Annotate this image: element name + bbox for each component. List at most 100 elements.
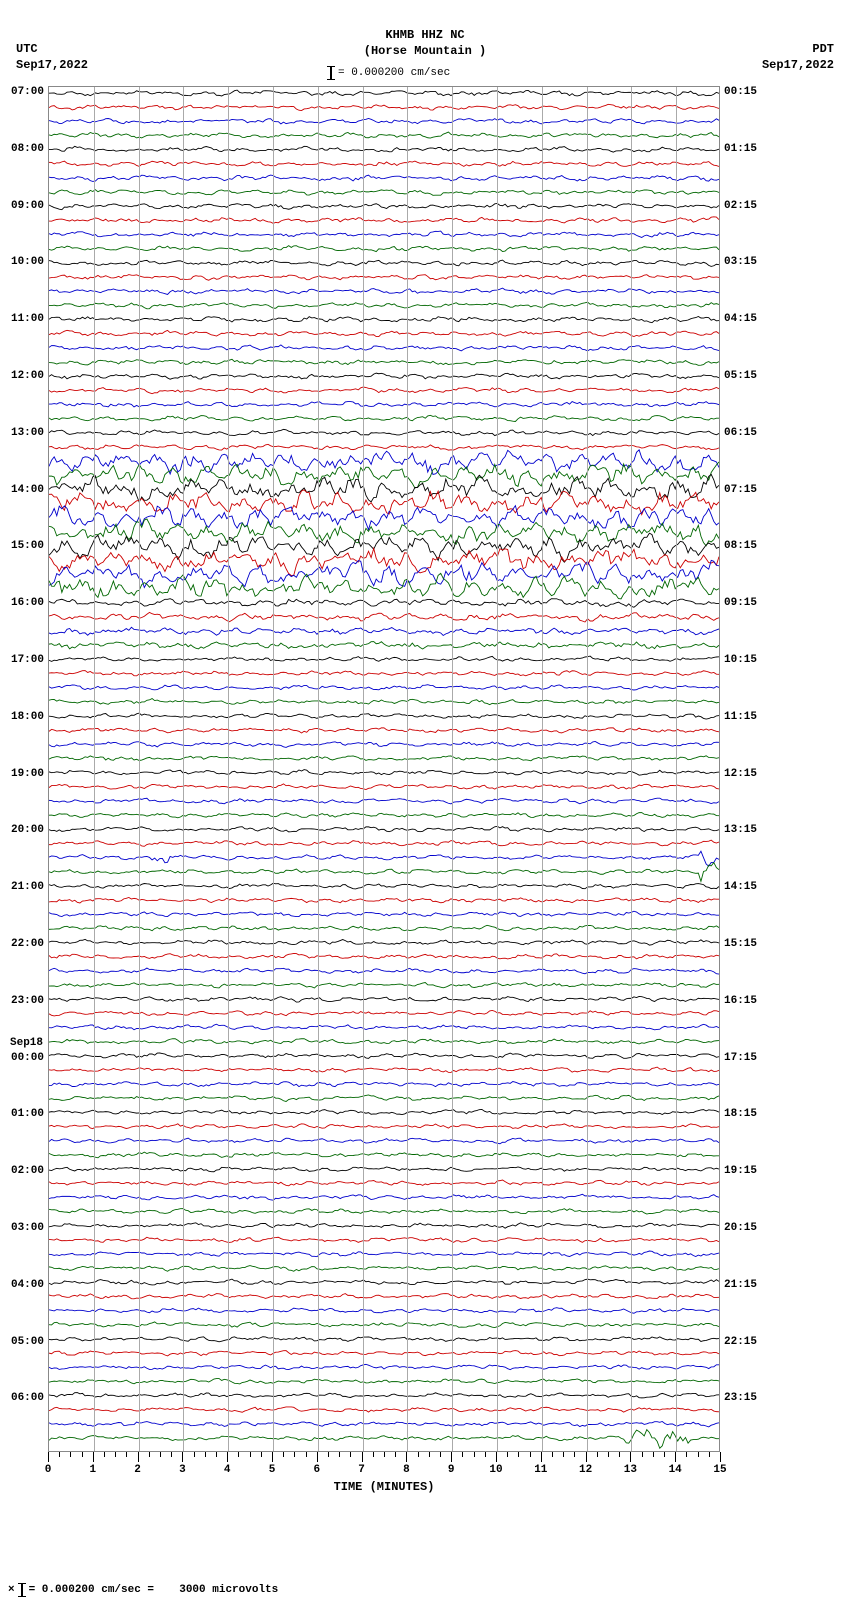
utc-time-label: 15:00 [11, 541, 44, 552]
seismic-trace [49, 1251, 719, 1257]
seismic-trace [49, 1379, 719, 1384]
utc-time-label: 11:00 [11, 314, 44, 325]
seismic-trace [49, 560, 719, 587]
seismic-trace [49, 1109, 719, 1114]
seismic-trace [49, 1095, 719, 1101]
seismic-trace [49, 1294, 719, 1299]
seismic-trace [49, 826, 719, 832]
seismic-trace [49, 132, 719, 138]
seismic-trace [49, 627, 719, 635]
seismic-trace [49, 1308, 719, 1313]
tz-left-date: Sep17,2022 [16, 58, 88, 74]
scale-text: = 0.000200 cm/sec [338, 67, 450, 79]
local-time-label: 10:15 [724, 655, 757, 666]
utc-time-label: 12:00 [11, 371, 44, 382]
grid-line [273, 87, 274, 1451]
grid-line [452, 87, 453, 1451]
seismic-trace [49, 1209, 719, 1214]
seismic-trace [49, 1152, 719, 1158]
utc-time-label: 23:00 [11, 996, 44, 1007]
local-time-label: 11:15 [724, 712, 757, 723]
seismic-trace [49, 1266, 719, 1272]
seismic-trace [49, 275, 719, 281]
x-tick-label: 10 [489, 1464, 502, 1476]
seismic-trace [49, 863, 719, 882]
local-time-label: 21:15 [724, 1280, 757, 1291]
local-time-label: 19:15 [724, 1166, 757, 1177]
utc-time-label: 17:00 [11, 655, 44, 666]
footer-prefix: = 0.000200 cm/sec = [29, 1584, 154, 1596]
local-time-label: 16:15 [724, 996, 757, 1007]
local-time-label: 13:15 [724, 825, 757, 836]
local-time-label: 18:15 [724, 1109, 757, 1120]
local-time-label: 01:15 [724, 144, 757, 155]
seismic-trace [49, 897, 719, 902]
scale-bar-icon [21, 1583, 23, 1597]
seismic-trace [49, 599, 719, 608]
seismic-trace [49, 840, 719, 846]
utc-time-label: 07:00 [11, 87, 44, 98]
seismic-trace [49, 983, 719, 988]
seismic-trace [49, 1279, 719, 1285]
utc-time-label: 09:00 [11, 201, 44, 212]
utc-time-label: 20:00 [11, 825, 44, 836]
seismic-trace [49, 1053, 719, 1058]
local-time-label: 20:15 [724, 1223, 757, 1234]
seismic-trace [49, 1024, 719, 1030]
utc-time-label: 00:00 [11, 1053, 44, 1064]
footer-scale: × = 0.000200 cm/sec = 3000 microvolts [8, 1583, 278, 1597]
seismic-trace [49, 671, 719, 676]
seismic-trace [49, 612, 719, 622]
local-time-label: 03:15 [724, 257, 757, 268]
seismic-trace [49, 506, 719, 530]
seismic-trace [49, 1167, 719, 1172]
seismic-trace [49, 429, 719, 435]
x-axis-ticks: 0123456789101112131415 [48, 1452, 720, 1464]
seismic-trace [49, 1180, 719, 1186]
seismic-trace [49, 1430, 719, 1449]
local-time-label: 05:15 [724, 371, 757, 382]
utc-time-label: 01:00 [11, 1109, 44, 1120]
right-time-labels: 00:1501:1502:1503:1504:1505:1506:1507:15… [722, 86, 782, 1452]
footer-suffix: 3000 microvolts [179, 1584, 278, 1596]
tz-left-label: UTC [16, 42, 88, 58]
grid-line [407, 87, 408, 1451]
timezone-left: UTC Sep17,2022 [16, 42, 88, 73]
utc-time-label: 06:00 [11, 1393, 44, 1404]
seismic-trace [49, 1010, 719, 1015]
x-tick-label: 8 [403, 1464, 410, 1476]
station-location: (Horse Mountain ) [0, 44, 850, 60]
x-tick-label: 4 [224, 1464, 231, 1476]
utc-time-label: 21:00 [11, 882, 44, 893]
seismic-trace [49, 246, 719, 252]
seismic-trace [49, 1407, 719, 1412]
seismic-trace [49, 444, 719, 450]
seismic-trace [49, 713, 719, 719]
local-time-label: 12:15 [724, 769, 757, 780]
grid-line [587, 87, 588, 1451]
utc-time-label: 08:00 [11, 144, 44, 155]
seismic-trace [49, 373, 719, 379]
scale-bar-icon [330, 66, 332, 80]
grid-line [676, 87, 677, 1451]
utc-time-label: 02:00 [11, 1166, 44, 1177]
local-time-label: 22:15 [724, 1337, 757, 1348]
utc-time-label: 13:00 [11, 428, 44, 439]
seismic-trace [49, 462, 719, 488]
grid-line [542, 87, 543, 1451]
seismic-trace [49, 953, 719, 958]
seismic-trace [49, 925, 719, 930]
utc-time-label: 05:00 [11, 1337, 44, 1348]
seismic-trace [49, 217, 719, 224]
utc-time-label: 14:00 [11, 485, 44, 496]
seismic-trace [49, 699, 719, 705]
grid-line [183, 87, 184, 1451]
grid-line [139, 87, 140, 1451]
seismic-trace [49, 784, 719, 790]
local-time-label: 09:15 [724, 598, 757, 609]
seismogram-traces [49, 87, 719, 1449]
grid-line [363, 87, 364, 1451]
seismic-trace [49, 1223, 719, 1228]
seismic-trace [49, 1194, 719, 1200]
x-tick-label: 11 [534, 1464, 547, 1476]
